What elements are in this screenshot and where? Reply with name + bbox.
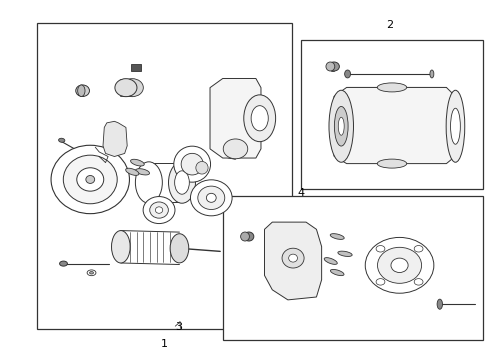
Ellipse shape — [87, 270, 96, 276]
Ellipse shape — [365, 238, 434, 293]
Circle shape — [414, 279, 423, 285]
Ellipse shape — [155, 207, 163, 213]
Polygon shape — [265, 222, 321, 300]
Circle shape — [376, 279, 385, 285]
Ellipse shape — [51, 145, 129, 213]
Ellipse shape — [191, 180, 232, 216]
Ellipse shape — [282, 248, 304, 268]
Ellipse shape — [135, 169, 149, 175]
Ellipse shape — [76, 85, 90, 96]
Ellipse shape — [330, 234, 344, 239]
Ellipse shape — [77, 85, 85, 96]
Ellipse shape — [391, 258, 408, 273]
Ellipse shape — [169, 162, 196, 203]
Ellipse shape — [198, 186, 225, 210]
Ellipse shape — [329, 62, 340, 71]
Bar — [223, 196, 483, 340]
Ellipse shape — [174, 171, 189, 194]
Ellipse shape — [330, 269, 344, 276]
Ellipse shape — [77, 168, 104, 191]
Ellipse shape — [59, 138, 65, 142]
Bar — [37, 23, 292, 329]
Ellipse shape — [329, 90, 353, 162]
Ellipse shape — [446, 90, 465, 162]
Circle shape — [376, 246, 385, 252]
Ellipse shape — [60, 261, 68, 266]
Ellipse shape — [150, 202, 169, 218]
Polygon shape — [103, 121, 127, 157]
Ellipse shape — [244, 232, 254, 241]
Ellipse shape — [344, 70, 350, 78]
Ellipse shape — [174, 146, 211, 182]
Ellipse shape — [170, 234, 189, 263]
Ellipse shape — [121, 79, 143, 97]
Ellipse shape — [206, 193, 216, 202]
Ellipse shape — [377, 83, 407, 92]
Ellipse shape — [251, 106, 269, 131]
Ellipse shape — [326, 62, 335, 71]
Text: 2: 2 — [386, 20, 393, 30]
Polygon shape — [334, 87, 456, 163]
Text: 1: 1 — [161, 339, 168, 349]
Ellipse shape — [130, 159, 144, 166]
Ellipse shape — [244, 95, 275, 142]
Ellipse shape — [86, 175, 95, 184]
Ellipse shape — [181, 153, 203, 175]
Ellipse shape — [338, 251, 352, 256]
Ellipse shape — [437, 299, 442, 309]
Ellipse shape — [451, 108, 460, 144]
Ellipse shape — [196, 161, 208, 174]
Ellipse shape — [143, 197, 175, 224]
Bar — [301, 40, 483, 189]
Ellipse shape — [125, 168, 139, 175]
Ellipse shape — [324, 258, 337, 264]
Ellipse shape — [90, 271, 94, 274]
Ellipse shape — [377, 159, 407, 168]
Ellipse shape — [334, 107, 348, 146]
Ellipse shape — [115, 79, 137, 97]
Polygon shape — [210, 78, 261, 158]
Ellipse shape — [241, 232, 249, 241]
Ellipse shape — [223, 139, 248, 159]
Text: 3: 3 — [175, 321, 182, 332]
Ellipse shape — [377, 247, 421, 283]
Ellipse shape — [289, 254, 297, 262]
Circle shape — [414, 246, 423, 252]
Text: 4: 4 — [298, 188, 305, 198]
Bar — [131, 64, 141, 71]
Ellipse shape — [112, 231, 130, 263]
Ellipse shape — [135, 162, 162, 203]
Ellipse shape — [338, 117, 344, 135]
Ellipse shape — [63, 155, 117, 204]
Ellipse shape — [430, 70, 434, 78]
